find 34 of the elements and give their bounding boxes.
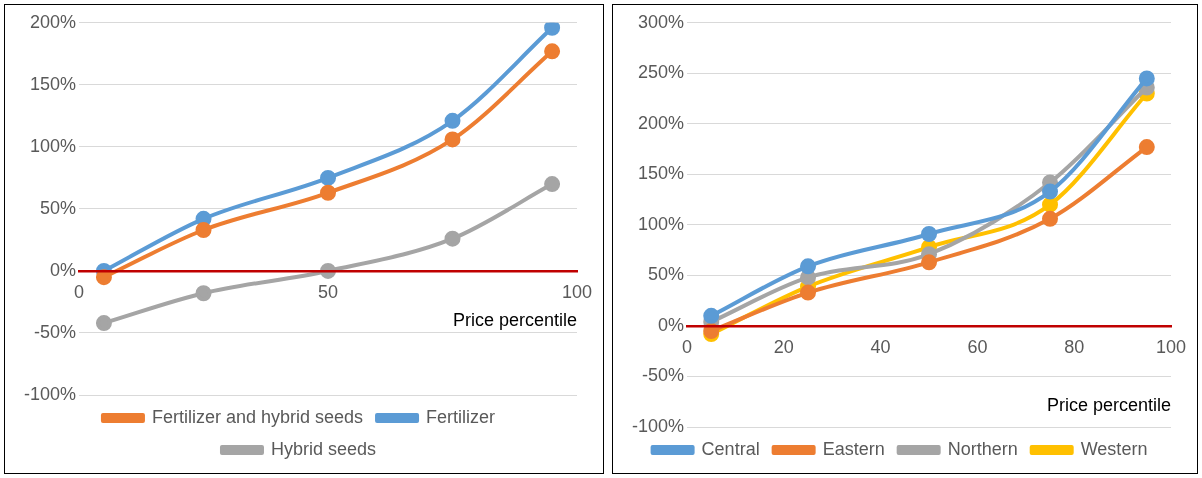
x-tick-label: 80 (1064, 336, 1085, 357)
x-tick-label: 50 (318, 281, 339, 302)
y-tick-label: 50% (40, 197, 77, 218)
y-tick-label: 150% (637, 163, 685, 184)
y-tick-label: 100% (29, 135, 77, 156)
x-tick-label: 60 (967, 336, 988, 357)
y-tick-label: 150% (29, 73, 77, 94)
legend-label: Eastern (822, 438, 885, 459)
y-tick-label: 0% (50, 259, 77, 280)
x-tick-label: 20 (773, 336, 794, 357)
x-tick-label: 0 (74, 281, 85, 302)
y-tick-label: -50% (34, 321, 77, 342)
y-tick-label: 0% (658, 314, 685, 335)
y-tick-label: 200% (637, 112, 685, 133)
legend-label: Hybrid seeds (270, 438, 377, 459)
legend-label: Western (1080, 438, 1148, 459)
x-axis-title: Price percentile (1046, 395, 1171, 416)
y-tick-label: 50% (648, 264, 685, 285)
x-tick-label: 100 (1155, 336, 1187, 357)
y-tick-label: -50% (642, 365, 685, 386)
legend-label: Central (701, 438, 760, 459)
y-tick-label: 100% (637, 213, 685, 234)
x-tick-label: 0 (682, 336, 693, 357)
y-tick-label: 250% (637, 62, 685, 83)
legend-label: Fertilizer (426, 406, 496, 427)
y-tick-label: 200% (29, 11, 77, 32)
legend-label: Fertilizer and hybrid seeds (151, 406, 364, 427)
x-axis-title: Price percentile (452, 310, 577, 331)
x-tick-label: 100 (561, 281, 593, 302)
x-tick-label: 40 (870, 336, 891, 357)
legend-label: Northern (947, 438, 1018, 459)
y-tick-label: -100% (24, 383, 77, 404)
y-tick-label: 300% (637, 11, 685, 32)
y-tick-label: -100% (632, 415, 685, 436)
